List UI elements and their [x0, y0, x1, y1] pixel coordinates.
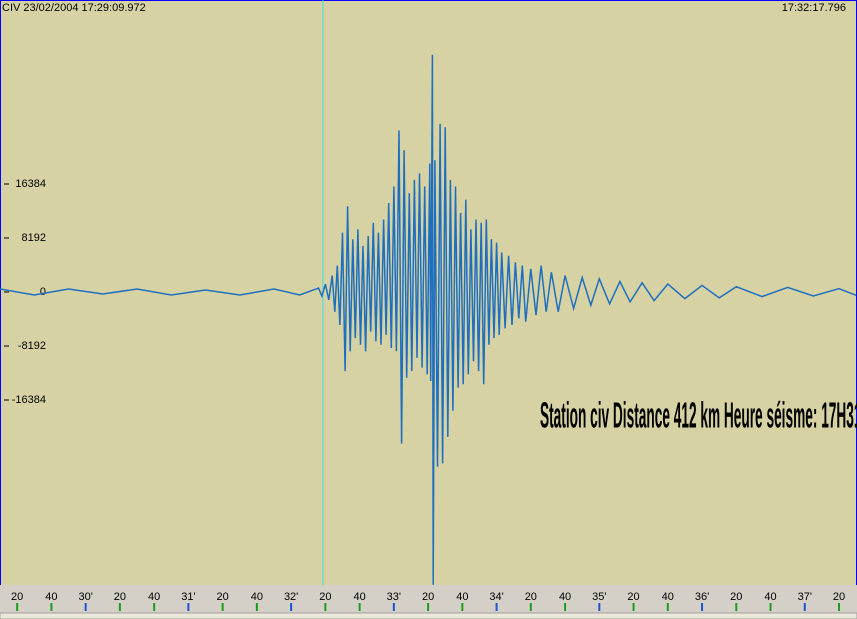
x-tick-label: 40: [764, 591, 776, 603]
x-tick-label: 34': [489, 591, 503, 603]
x-tick-label: 40: [456, 591, 468, 603]
scroll-strip: [0, 612, 857, 619]
x-tick-label: 40: [353, 591, 365, 603]
x-tick-label: 40: [559, 591, 571, 603]
x-tick-label: 20: [11, 591, 23, 603]
y-tick-label: 16384: [15, 178, 46, 190]
x-tick-label: 33': [387, 591, 401, 603]
x-tick-label: 20: [730, 591, 742, 603]
x-tick-label: 20: [217, 591, 229, 603]
x-tick-label: 40: [148, 591, 160, 603]
x-tick-label: 32': [284, 591, 298, 603]
annotation: Station civ Distance 412 km Heure séisme…: [540, 394, 857, 435]
x-tick-label: 20: [627, 591, 639, 603]
x-tick-label: 40: [662, 591, 674, 603]
x-tick-label: 35': [592, 591, 606, 603]
x-tick-label: 20: [422, 591, 434, 603]
x-tick-label: 20: [319, 591, 331, 603]
waveform: [0, 54, 857, 585]
y-tick-label: -16384: [12, 394, 46, 406]
x-tick-label: 30': [78, 591, 92, 603]
x-tick-label: 37': [798, 591, 812, 603]
x-tick-label: 20: [833, 591, 845, 603]
end-time: 17:32:17.796: [782, 2, 846, 14]
start-time: CIV 23/02/2004 17:29:09.972: [2, 2, 146, 14]
x-tick-label: 40: [251, 591, 263, 603]
x-tick-label: 20: [525, 591, 537, 603]
x-tick-label: 36': [695, 591, 709, 603]
y-tick-label: -8192: [18, 340, 46, 352]
x-tick-label: 20: [114, 591, 126, 603]
y-tick-label: 0: [40, 286, 46, 298]
x-tick-label: 31': [181, 591, 195, 603]
x-tick-label: 40: [45, 591, 57, 603]
y-tick-label: 8192: [22, 232, 46, 244]
